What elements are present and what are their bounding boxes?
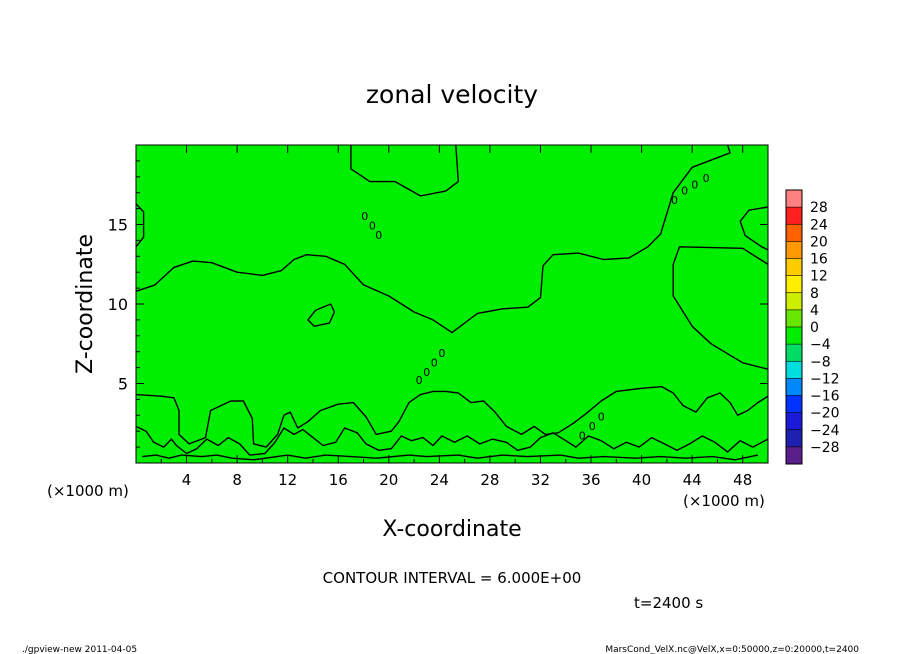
contour-label: 0	[598, 410, 605, 423]
contour-line-8	[142, 454, 759, 461]
colorbar-swatch	[786, 344, 802, 362]
contour-label: 0	[579, 430, 586, 443]
y-axis-label: Z-coordinate	[73, 234, 98, 374]
contour-label: 0	[369, 220, 376, 233]
contour-line-2	[307, 303, 336, 327]
y-tick-label: 15	[108, 216, 128, 235]
colorbar-label: −8	[810, 354, 831, 370]
colorbar-swatch	[786, 241, 802, 259]
colorbar-label: −20	[810, 406, 840, 422]
colorbar-label: 20	[810, 234, 828, 250]
colorbar-label: 24	[810, 217, 828, 233]
contour-label: 0	[703, 172, 710, 185]
contour-label: 0	[589, 420, 596, 433]
colorbar-label: 8	[810, 286, 819, 302]
y-axis-ticks: 5 10 15	[108, 160, 768, 448]
contour-label: 0	[423, 366, 430, 379]
x-unit-right: (×1000 m)	[683, 492, 765, 510]
contour-line-6	[135, 386, 769, 448]
colorbar-swatch	[786, 361, 802, 379]
colorbar-label: 12	[810, 269, 828, 285]
contour-line-7	[135, 425, 769, 456]
colorbar-swatch	[786, 327, 802, 345]
colorbar-swatch	[786, 446, 802, 465]
contour-label: 0	[438, 347, 445, 360]
colorbar-label: −28	[810, 440, 840, 456]
x-tick-label: 12	[278, 471, 297, 489]
colorbar-swatch	[786, 429, 802, 448]
x-tick-label: 32	[531, 471, 550, 489]
contour-label: 0	[681, 185, 688, 198]
x-tick-label: 40	[632, 471, 651, 489]
footer-right-text: MarsCond_VelX.nc@VelX,x=0:50000,z=0:2000…	[605, 645, 859, 654]
contour-label: 0	[416, 374, 423, 387]
x-unit-left: (×1000 m)	[47, 482, 129, 500]
x-tick-label: 24	[430, 471, 449, 489]
contour-lines	[135, 144, 769, 461]
y-tick-label: 5	[118, 375, 128, 394]
colorbar-swatch	[786, 275, 802, 294]
contour-line-3	[672, 246, 769, 370]
contour-line-1	[350, 144, 459, 197]
colorbar-label: 0	[810, 320, 819, 336]
colorbar-swatch	[786, 258, 802, 276]
colorbar	[785, 189, 803, 465]
contour-line-4	[739, 206, 769, 251]
colorbar-swatch	[786, 224, 802, 242]
x-axis-ticks: 4 8 12 16 20 24 28 32 36 40 44 48	[160, 145, 752, 489]
colorbar-swatch	[786, 190, 802, 208]
x-tick-label: 44	[683, 471, 702, 489]
colorbar-label: 28	[810, 200, 828, 216]
colorbar-swatch	[786, 309, 802, 328]
contour-label: 0	[691, 178, 698, 191]
colorbar-swatch	[786, 395, 802, 413]
colorbar-swatch	[786, 378, 802, 396]
x-tick-label: 4	[182, 471, 192, 489]
colorbar-swatch	[786, 412, 802, 431]
colorbar-swatch	[786, 292, 802, 311]
colorbar-label: 16	[810, 252, 828, 268]
contour-interval-text: CONTOUR INTERVAL = 6.000E+00	[323, 569, 582, 587]
time-label: t=2400 s	[634, 594, 703, 612]
footer-left-text: ./gpview-new 2011-04-05	[22, 645, 137, 654]
colorbar-label: −4	[810, 337, 831, 353]
x-axis-label: X-coordinate	[382, 517, 521, 542]
contour-line-0	[135, 144, 731, 334]
chart-title: zonal velocity	[366, 80, 538, 109]
colorbar-label: −16	[810, 389, 840, 405]
contour-label: 0	[671, 194, 678, 207]
colorbar-label: −24	[810, 423, 840, 439]
contour-label: 0	[361, 210, 368, 223]
x-tick-label: 8	[232, 471, 242, 489]
x-tick-label: 48	[733, 471, 752, 489]
x-tick-label: 20	[379, 471, 398, 489]
contour-label: 0	[431, 356, 438, 369]
x-tick-label: 16	[329, 471, 348, 489]
x-tick-label: 36	[581, 471, 600, 489]
y-tick-label: 10	[108, 295, 128, 314]
colorbar-label: 4	[810, 303, 819, 319]
contour-label: 0	[375, 229, 382, 242]
colorbar-swatch	[786, 207, 802, 225]
x-tick-label: 28	[480, 471, 499, 489]
velocity-field	[136, 145, 768, 463]
colorbar-label: −12	[810, 371, 840, 387]
